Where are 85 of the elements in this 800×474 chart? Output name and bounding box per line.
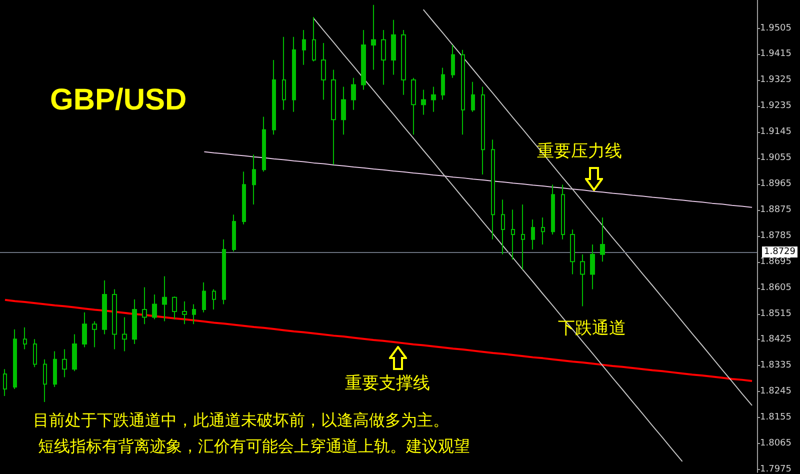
candlestick xyxy=(541,216,545,246)
candlestick xyxy=(152,294,157,320)
candlestick xyxy=(471,81,475,112)
candlestick xyxy=(331,69,336,166)
candlestick xyxy=(401,29,406,96)
candlestick xyxy=(92,320,97,348)
candlestick xyxy=(23,326,27,350)
candlestick xyxy=(272,59,276,136)
candlestick xyxy=(312,16,316,62)
candlestick xyxy=(411,77,416,136)
candlestick xyxy=(551,184,555,235)
ref-line-label: 1.8729 xyxy=(764,247,796,258)
y-tick-label: 1.8425 xyxy=(760,334,792,345)
candlestick xyxy=(431,86,436,112)
y-tick-label: 1.8875 xyxy=(760,204,792,215)
candlestick xyxy=(53,350,57,388)
y-tick-label: 1.9055 xyxy=(760,153,792,164)
candlestick xyxy=(13,328,17,390)
candlestick xyxy=(570,229,575,275)
annotation: 短线指标有背离迹象，汇价有可能会上穿通道上轨。建议观望 xyxy=(38,436,470,456)
candlestick xyxy=(142,286,147,325)
candlestick xyxy=(391,19,396,76)
candlestick xyxy=(421,89,426,116)
candlestick xyxy=(112,288,117,350)
candlestick xyxy=(43,358,47,403)
candlestick xyxy=(202,282,206,313)
y-tick-label: 1.8785 xyxy=(760,230,792,241)
annotation: 目前处于下跌通道中，此通道未破坏前，以逢高做多为主。 xyxy=(33,410,449,430)
candlestick xyxy=(351,77,356,110)
candlestick xyxy=(441,67,445,100)
candlestick xyxy=(162,276,167,322)
candlestick xyxy=(292,36,296,112)
y-tick-label: 1.8155 xyxy=(760,412,792,423)
y-tick-label: 1.8065 xyxy=(760,438,792,449)
candlestick xyxy=(561,184,565,240)
candlestick xyxy=(302,29,306,66)
candlestick xyxy=(381,29,386,86)
candlestick xyxy=(132,298,137,345)
candlestick xyxy=(232,214,236,252)
y-tick-label: 1.8245 xyxy=(760,386,792,397)
candlestick xyxy=(222,238,226,305)
candlestick xyxy=(212,288,216,310)
y-tick-label: 1.9145 xyxy=(760,127,792,138)
y-tick-label: 1.8335 xyxy=(760,360,792,371)
candlestick xyxy=(461,49,465,136)
candlestick xyxy=(72,334,77,372)
y-tick-label: 1.9325 xyxy=(760,75,792,86)
candlestick xyxy=(531,218,535,250)
candlestick xyxy=(102,280,107,335)
candlestick xyxy=(3,368,7,396)
candlestick xyxy=(182,300,187,325)
candlestick xyxy=(341,86,346,136)
candlestick xyxy=(521,204,525,270)
y-tick-label: 1.8965 xyxy=(760,178,792,189)
candlestick xyxy=(451,44,455,78)
annotation: 下跌通道 xyxy=(558,318,626,338)
annotation: 重要支撑线 xyxy=(345,374,430,394)
candlestick xyxy=(590,244,595,290)
y-tick-label: 1.8695 xyxy=(760,256,792,267)
candlestick xyxy=(192,304,196,325)
candlestick xyxy=(122,316,127,352)
candlestick xyxy=(321,42,326,100)
candlestick xyxy=(501,199,505,255)
candlestick xyxy=(82,312,87,348)
candlestick xyxy=(371,4,376,70)
y-tick-label: 1.9235 xyxy=(760,101,792,112)
y-tick-label: 1.9505 xyxy=(760,23,792,34)
candlestick xyxy=(33,338,37,368)
candlestick xyxy=(282,36,286,110)
candlestick xyxy=(600,216,605,262)
candlestick xyxy=(361,29,366,90)
candlestick xyxy=(62,348,67,378)
candlestick xyxy=(580,254,585,307)
y-tick-label: 1.9415 xyxy=(760,49,792,60)
candlestick xyxy=(511,209,515,260)
text: GBP/USD xyxy=(50,84,187,116)
candlestick xyxy=(242,171,246,225)
y-tick-label: 1.8605 xyxy=(760,282,792,293)
candlestick xyxy=(481,86,485,175)
candlestick xyxy=(262,116,266,172)
y-tick-label: 1.7975 xyxy=(760,464,792,474)
candlestick xyxy=(491,139,495,240)
y-tick-label: 1.8515 xyxy=(760,308,792,319)
candlestick xyxy=(252,154,256,205)
candlestick xyxy=(172,296,177,320)
